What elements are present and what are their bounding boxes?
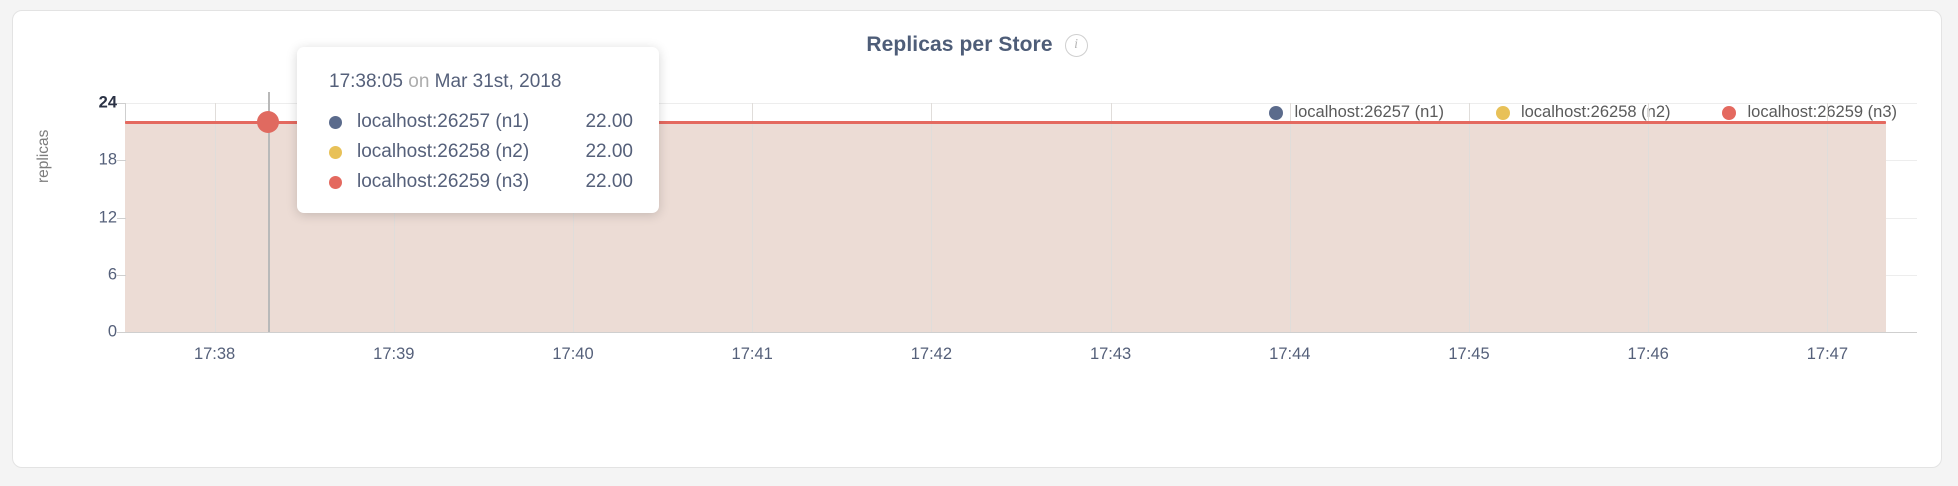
tooltip-series-value: 22.00 xyxy=(585,171,633,192)
crosshair-line xyxy=(268,92,270,332)
legend-item[interactable]: localhost:26259 (n3) xyxy=(1722,103,1897,122)
x-axis-tick-label: 17:46 xyxy=(1627,345,1669,363)
vertical-gridline xyxy=(1469,103,1470,332)
y-axis-tick-label: 18 xyxy=(98,150,117,169)
x-axis-tick-label: 17:41 xyxy=(731,345,773,363)
legend-item[interactable]: localhost:26257 (n1) xyxy=(1269,103,1444,122)
y-axis-tick-label: 6 xyxy=(107,265,117,284)
vertical-gridline xyxy=(1827,103,1829,332)
x-axis-tick-label: 17:40 xyxy=(552,345,594,363)
tooltip-series-label: localhost:26257 (n1) xyxy=(357,111,530,132)
x-axis-labels: 17:38 17:39 17:40 17:41 17:42 17:43 17:44 17:45… xyxy=(125,345,1917,371)
tooltip-row: localhost:26257 (n1) 22.00 xyxy=(297,107,659,137)
y-axis-tick-label: 12 xyxy=(98,208,117,226)
x-axis-tick-label: 17:45 xyxy=(1448,345,1490,363)
tooltip-date: Mar 31st, 2018 xyxy=(434,71,562,92)
info-icon[interactable]: i xyxy=(1064,33,1088,57)
vertical-gridline xyxy=(1110,103,1112,332)
y-axis-tick-label: 0 xyxy=(107,322,117,341)
legend-item-label: localhost:26259 (n3) xyxy=(1747,103,1897,121)
legend-color-dot xyxy=(1722,105,1737,120)
series-line xyxy=(125,120,1886,124)
y-axis-labels: 0 6 12 18 24 xyxy=(61,94,117,341)
tooltip-connector: on xyxy=(408,71,430,92)
x-axis-line xyxy=(125,332,1917,333)
legend-item-label: localhost:26257 (n1) xyxy=(1294,103,1444,121)
y-axis-tick-mark xyxy=(117,217,126,219)
y-axis-title: replicas xyxy=(35,129,52,183)
tooltip-series-dot xyxy=(329,145,342,159)
legend-color-dot xyxy=(1269,105,1284,120)
vertical-gridline xyxy=(752,103,754,332)
x-axis-tick-label: 17:43 xyxy=(1089,345,1132,363)
hover-data-point[interactable] xyxy=(257,111,280,134)
tooltip-rows: localhost:26257 (n1) 22.00 localhost:26258… xyxy=(297,107,659,197)
y-axis-tick-mark xyxy=(117,274,126,276)
horizontal-gridline xyxy=(125,103,1917,104)
y-axis-tick-mark xyxy=(117,332,126,333)
chart-legend: localhost:26257 (n1) localhost:26258 (n2)… xyxy=(1269,103,1897,122)
y-axis-tick-label: 24 xyxy=(98,93,117,112)
x-axis-tick-label: 17:42 xyxy=(910,345,953,363)
chart-card: Replicas per Store i localhost:26257 (n1… xyxy=(12,10,1942,468)
tooltip-series-value: 22.00 xyxy=(585,141,633,162)
tooltip-row: localhost:26258 (n2) 22.00 xyxy=(297,137,659,167)
vertical-gridline xyxy=(1648,103,1650,332)
tooltip-series-dot xyxy=(329,175,342,189)
tooltip-row: localhost:26259 (n3) 22.00 xyxy=(297,167,659,197)
hover-tooltip: 17:38:05 on Mar 31st, 2018 localhost:262… xyxy=(297,47,659,213)
vertical-gridline xyxy=(573,103,574,332)
x-axis-tick-label: 17:38 xyxy=(193,345,236,363)
legend-color-dot xyxy=(1495,105,1510,120)
x-axis-tick-label: 17:47 xyxy=(1806,345,1849,363)
y-axis-tick-mark xyxy=(117,160,126,162)
tooltip-series-dot xyxy=(329,115,342,129)
legend-item[interactable]: localhost:26258 (n2) xyxy=(1495,103,1671,122)
tooltip-series-value: 22.00 xyxy=(585,111,633,132)
tooltip-time: 17:38:05 xyxy=(329,71,403,92)
x-axis-tick-label: 17:39 xyxy=(373,345,415,363)
tooltip-series-label: localhost:26259 (n3) xyxy=(357,171,530,192)
vertical-gridline xyxy=(214,103,216,332)
vertical-gridline xyxy=(1289,103,1291,332)
vertical-gridline xyxy=(931,103,933,332)
vertical-gridline xyxy=(393,103,395,332)
tooltip-header: 17:38:05 on Mar 31st, 2018 xyxy=(297,71,659,107)
tooltip-series-label: localhost:26258 (n2) xyxy=(357,141,530,162)
legend-item-label: localhost:26258 (n2) xyxy=(1520,103,1671,121)
y-axis-tick-mark xyxy=(117,103,126,104)
x-axis-tick-label: 17:44 xyxy=(1269,345,1311,363)
